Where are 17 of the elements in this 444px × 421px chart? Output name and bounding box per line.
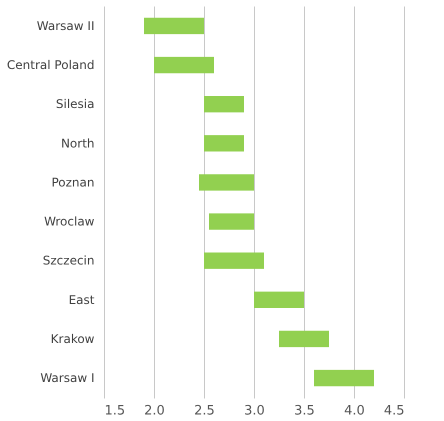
y-tick-label: Szczecin: [42, 254, 94, 268]
x-tick-label: 2.5: [194, 404, 215, 418]
y-tick-label: Warsaw II: [36, 18, 94, 33]
y-tick-label: East: [68, 292, 95, 307]
x-tick-label: 4.5: [384, 404, 404, 418]
x-tick-label: 1.5: [104, 404, 126, 418]
x-tick-label: 4.0: [344, 404, 365, 418]
y-tick-label: Central Poland: [6, 58, 94, 72]
x-tick-label: 3.5: [294, 404, 315, 418]
y-tick-label: North: [60, 136, 94, 150]
x-tick-label: 2.0: [144, 404, 165, 418]
y-tick-label: Krakow: [50, 332, 95, 346]
y-tick-label: Warsaw I: [40, 371, 94, 386]
y-tick-label: Wroclaw: [44, 214, 95, 229]
y-tick-label: Poznan: [51, 175, 94, 190]
y-tick-label: Silesia: [56, 97, 94, 112]
x-tick-label: 3.0: [244, 404, 265, 418]
